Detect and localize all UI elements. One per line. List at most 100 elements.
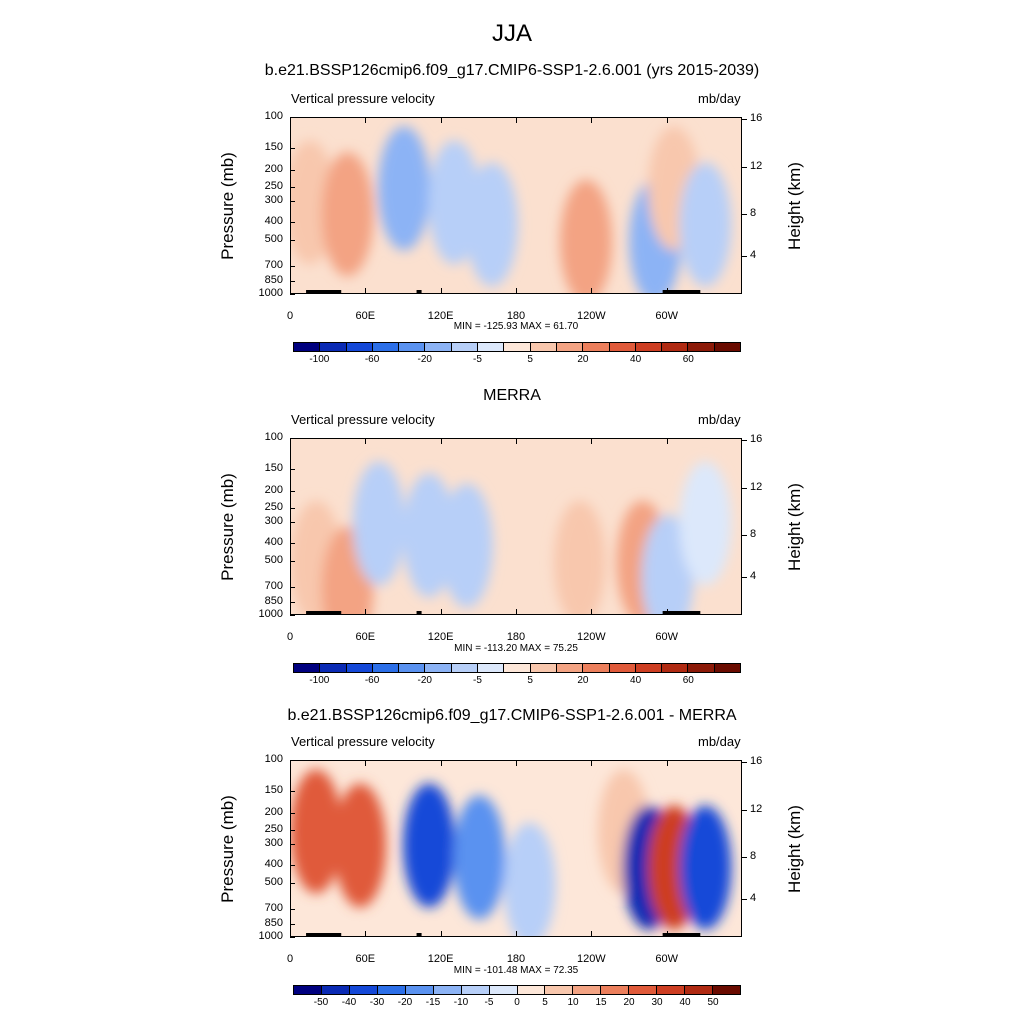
height-tick-mark (742, 256, 747, 257)
height-tick-label: 12 (750, 481, 763, 493)
heatmap-plot (290, 117, 742, 294)
colorbar-swatch (556, 343, 584, 351)
x-tick-mark (591, 609, 593, 615)
y-tick-label: 300 (264, 837, 283, 849)
colorbar-swatch (320, 664, 347, 672)
colorbar-swatch (609, 343, 636, 351)
height-tick-mark (742, 810, 747, 811)
y-tick-mark (290, 844, 295, 845)
y-tick-label: 100 (264, 431, 283, 443)
units-label: mb/day (698, 734, 741, 749)
height-tick-mark (742, 857, 747, 858)
colorbar-swatch (609, 664, 636, 672)
x-tick-label: 60W (655, 631, 678, 643)
field-region (679, 461, 732, 586)
colorbar-label: -60 (364, 354, 380, 365)
colorbar-label: 20 (577, 354, 589, 365)
colorbar-swatch (451, 343, 479, 351)
y-tick-label: 300 (264, 194, 283, 206)
x-tick-mark (591, 760, 593, 766)
field-region (503, 822, 556, 936)
x-tick-mark (290, 609, 291, 615)
panel-title: b.e21.BSSP126cmip6.f09_g17.CMIP6-SSP1-2.… (264, 62, 760, 79)
colorbar-label: 5 (527, 354, 533, 365)
variable-label: Vertical pressure velocity (291, 91, 435, 106)
x-tick-mark (440, 438, 442, 444)
colorbar-label: -40 (341, 997, 357, 1008)
colorbar-swatch (294, 343, 321, 351)
colorbar-label: 5 (527, 675, 533, 686)
units-label: mb/day (698, 412, 741, 427)
y-tick-label: 250 (264, 501, 283, 513)
x-tick-label: 120W (576, 953, 606, 965)
y-tick-mark (290, 865, 295, 866)
colorbar-swatch (573, 986, 602, 994)
field-region (378, 126, 430, 251)
colorbar-label: -10 (453, 997, 469, 1008)
min-max-stats: MIN = -125.93 MAX = 61.70 (453, 321, 579, 332)
x-tick-mark (591, 438, 593, 444)
field-region (352, 461, 405, 586)
y-axis-label-right: Height (km) (785, 805, 804, 893)
colorbar-swatch (688, 664, 715, 672)
x-tick-mark (666, 117, 668, 123)
colorbar-swatch (662, 343, 689, 351)
units-label: mb/day (698, 91, 741, 106)
colorbar (293, 985, 741, 995)
colorbar-swatch (530, 343, 557, 351)
y-tick-mark (290, 791, 295, 792)
colorbar-swatch (461, 986, 490, 994)
colorbar-label: 30 (651, 997, 663, 1008)
x-tick-mark (365, 117, 367, 123)
x-tick-mark (440, 288, 442, 294)
height-tick-mark (742, 577, 747, 578)
height-tick-label: 16 (750, 755, 763, 767)
heatmap-svg (291, 118, 741, 293)
y-tick-label: 150 (264, 784, 283, 796)
colorbar-swatch (713, 986, 740, 994)
colorbar-label: -60 (364, 675, 380, 686)
height-tick-mark (742, 119, 747, 120)
y-axis-label-right: Height (km) (785, 483, 804, 571)
height-tick-label: 12 (750, 803, 763, 815)
height-tick-label: 16 (750, 112, 763, 124)
x-tick-label: 0 (286, 631, 294, 643)
x-tick-label: 60E (355, 631, 376, 643)
y-tick-mark (290, 615, 295, 616)
y-tick-mark (290, 760, 295, 761)
colorbar-label: -20 (397, 997, 413, 1008)
colorbar-swatch (433, 986, 462, 994)
y-tick-mark (290, 937, 295, 938)
y-tick-label: 1000 (258, 287, 283, 299)
colorbar-label: 40 (630, 354, 642, 365)
topography-mask (306, 290, 342, 293)
heatmap-svg (291, 761, 741, 936)
x-tick-mark (666, 288, 668, 294)
colorbar-swatch (635, 664, 663, 672)
y-tick-label: 250 (264, 823, 283, 835)
height-tick-mark (742, 440, 747, 441)
field-region (679, 805, 732, 930)
x-tick-mark (516, 288, 517, 294)
x-tick-mark (516, 117, 517, 123)
x-tick-mark (591, 288, 593, 294)
colorbar-swatch (425, 343, 452, 351)
colorbar-label: 0 (514, 997, 520, 1008)
topography-mask (662, 611, 701, 614)
y-tick-label: 150 (264, 141, 283, 153)
colorbar-swatch (517, 986, 546, 994)
x-tick-mark (365, 609, 367, 615)
x-tick-mark (290, 117, 291, 123)
y-tick-label: 200 (264, 163, 283, 175)
colorbar-swatch (405, 986, 434, 994)
colorbar-swatch (601, 986, 630, 994)
y-tick-mark (290, 222, 295, 223)
x-tick-mark (666, 931, 668, 937)
colorbar-swatch (320, 343, 347, 351)
x-tick-mark (365, 438, 367, 444)
topography-mask (416, 933, 422, 936)
field-region (403, 783, 456, 908)
colorbar-swatch (372, 343, 400, 351)
y-axis-label: Pressure (mb) (218, 795, 237, 903)
y-axis-label: Pressure (mb) (218, 473, 237, 581)
